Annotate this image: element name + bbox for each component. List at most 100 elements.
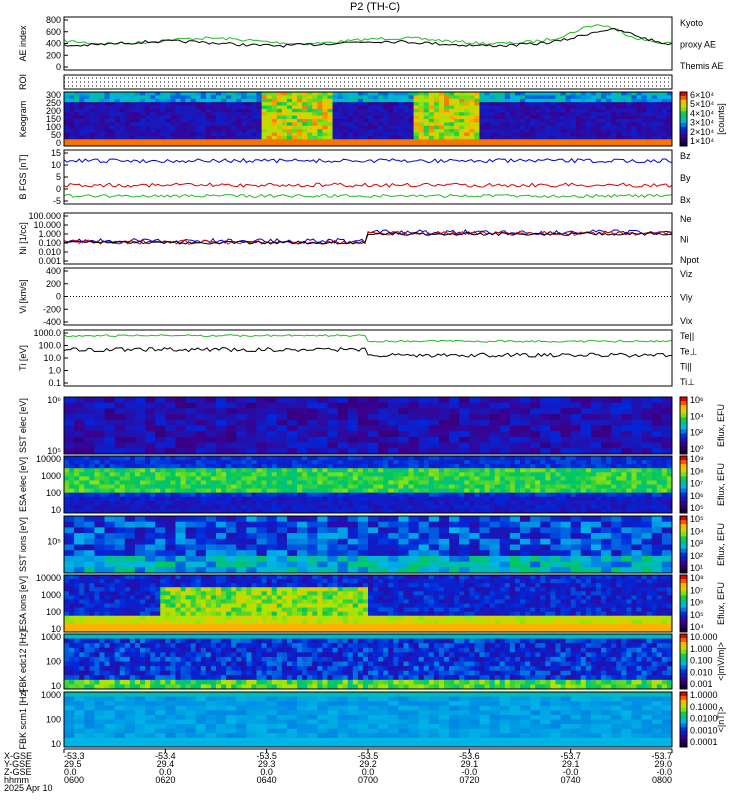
heatmap-cell xyxy=(272,109,277,113)
heatmap-cell xyxy=(626,136,631,140)
heatmap-cell xyxy=(561,119,566,123)
heatmap-cell xyxy=(277,136,282,140)
heatmap-cell xyxy=(333,136,338,140)
heatmap-cell xyxy=(545,460,550,464)
heatmap-cell xyxy=(241,489,246,493)
heatmap-cell xyxy=(510,109,515,113)
heatmap-cell xyxy=(591,109,596,113)
heatmap-cell xyxy=(353,476,358,480)
heatmap-cell xyxy=(267,456,272,460)
heatmap-cell xyxy=(267,139,272,143)
heatmap-cell xyxy=(236,501,241,505)
heatmap-cell xyxy=(449,448,460,454)
heatmap-cell xyxy=(530,556,541,562)
heatmap-cell xyxy=(576,122,581,126)
heatmap-cell xyxy=(530,136,535,140)
heatmap-cell xyxy=(231,489,236,493)
heatmap-cell xyxy=(621,112,626,116)
heatmap-cell xyxy=(64,522,75,528)
heatmap-cell xyxy=(616,493,621,497)
heatmap-cell xyxy=(642,420,653,426)
heatmap-cell xyxy=(566,109,571,113)
heatmap-cell xyxy=(246,489,251,493)
heatmap-cell xyxy=(338,133,343,137)
heatmap-cell xyxy=(191,109,196,113)
heatmap-cell xyxy=(631,522,642,528)
heatmap-cell xyxy=(535,493,540,497)
heatmap-cell xyxy=(105,116,110,120)
heatmap-cell xyxy=(652,456,657,460)
heatmap-cell xyxy=(115,476,120,480)
heatmap-cell xyxy=(439,556,450,562)
heatmap-cell xyxy=(155,99,160,103)
heatmap-cell xyxy=(302,460,307,464)
heatmap-cell xyxy=(652,397,663,403)
heatmap-cell xyxy=(616,476,621,480)
heatmap-cell xyxy=(277,99,282,103)
heatmap-cell xyxy=(545,136,550,140)
heatmap-cell xyxy=(175,567,186,573)
heatmap-cell xyxy=(105,527,116,533)
heatmap-cell xyxy=(115,397,126,403)
heatmap-cell xyxy=(485,505,490,509)
heatmap-cell xyxy=(363,95,368,99)
heatmap-cell xyxy=(327,99,332,103)
heatmap-cell xyxy=(322,102,327,106)
heatmap-cell xyxy=(424,468,429,472)
heatmap-cell xyxy=(642,109,647,113)
heatmap-cell xyxy=(165,414,176,420)
legend-entry: Ti⊥ xyxy=(680,377,695,387)
heatmap-cell xyxy=(181,456,186,460)
heatmap-cell xyxy=(368,533,379,539)
heatmap-cell xyxy=(267,460,272,464)
heatmap-cell xyxy=(343,501,348,505)
heatmap-cell xyxy=(343,485,348,489)
heatmap-cell xyxy=(105,122,110,126)
heatmap-cell xyxy=(267,468,272,472)
colorbar-cell xyxy=(680,134,687,138)
heatmap-cell xyxy=(561,102,566,106)
heatmap-cell xyxy=(89,122,94,126)
heatmap-cell xyxy=(368,106,373,110)
heatmap-cell xyxy=(64,464,69,468)
heatmap-cell xyxy=(186,468,191,472)
heatmap-cell xyxy=(393,116,398,120)
heatmap-cell xyxy=(439,493,444,497)
heatmap-cell xyxy=(591,464,596,468)
heatmap-cell xyxy=(262,119,267,123)
heatmap-cell xyxy=(439,443,450,449)
heatmap-cell xyxy=(110,106,115,110)
heatmap-cell xyxy=(429,456,434,460)
heatmap-cell xyxy=(515,485,520,489)
heatmap-cell xyxy=(561,106,566,110)
y-tick-label: 0 xyxy=(56,62,61,72)
heatmap-cell xyxy=(145,489,150,493)
heatmap-cell xyxy=(566,505,571,509)
heatmap-cell xyxy=(368,122,373,126)
heatmap-cell xyxy=(429,109,434,113)
heatmap-cell xyxy=(449,501,454,505)
heatmap-cell xyxy=(338,437,349,443)
heatmap-cell xyxy=(297,497,302,501)
heatmap-cell xyxy=(561,397,572,403)
heatmap-cell xyxy=(459,443,470,449)
heatmap-cell xyxy=(424,129,429,133)
heatmap-cell xyxy=(626,129,631,133)
heatmap-cell xyxy=(186,95,191,99)
heatmap-cell xyxy=(211,126,216,130)
heatmap-cell xyxy=(657,109,662,113)
heatmap-cell xyxy=(637,485,642,489)
heatmap-cell xyxy=(591,99,596,103)
heatmap-cell xyxy=(530,408,541,414)
series-bz xyxy=(64,183,672,187)
heatmap-cell xyxy=(555,99,560,103)
heatmap-cell xyxy=(368,129,373,133)
heatmap-cell xyxy=(469,408,480,414)
heatmap-cell xyxy=(368,497,373,501)
heatmap-cell xyxy=(216,136,221,140)
heatmap-cell xyxy=(105,112,110,116)
heatmap-cell xyxy=(662,505,667,509)
heatmap-cell xyxy=(505,122,510,126)
heatmap-cell xyxy=(454,109,459,113)
heatmap-cell xyxy=(115,119,120,123)
